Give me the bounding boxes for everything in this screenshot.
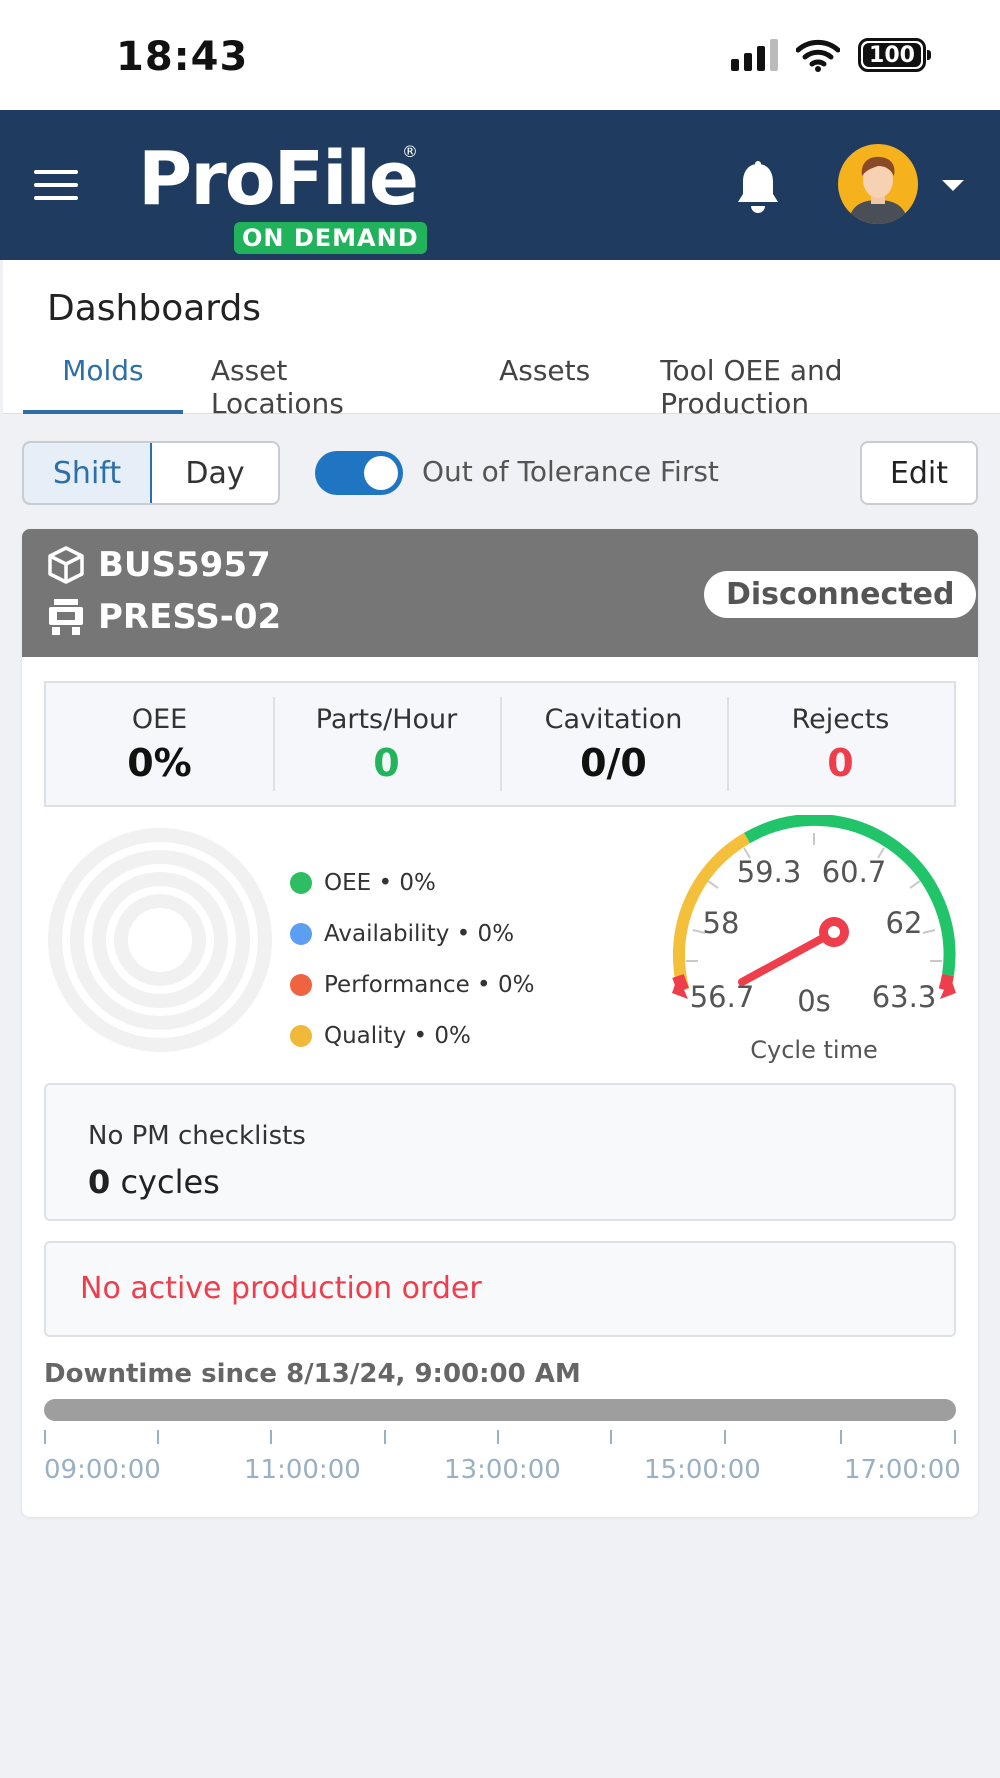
mold-card[interactable]: BUS5957 PRESS-02 Disconnected OEE 0% Par… xyxy=(22,529,978,1517)
notification-bell-icon[interactable] xyxy=(734,160,782,214)
gauge-title: Cycle time xyxy=(750,1036,877,1064)
legend-dot xyxy=(290,871,312,894)
press-machine-icon xyxy=(49,599,83,635)
legend-label: Performance • 0% xyxy=(324,971,535,998)
stat-parts-hour: Parts/Hour 0 xyxy=(273,683,500,805)
pm-cycles-value: 0 xyxy=(88,1163,111,1201)
timeline-labels: 09:00:00 11:00:00 13:00:00 15:00:00 17:0… xyxy=(44,1455,961,1489)
production-order-text: No active production order xyxy=(80,1271,482,1306)
status-icons: 100 xyxy=(731,38,931,72)
out-of-tolerance-label: Out of Tolerance First xyxy=(422,455,719,488)
gauge-value: 0s xyxy=(797,984,831,1018)
dashboards-header: Dashboards Molds Asset Locations Assets … xyxy=(3,260,1000,420)
menu-icon[interactable] xyxy=(34,170,78,200)
cellular-signal-icon xyxy=(731,39,778,71)
stat-value: 0% xyxy=(127,740,192,785)
stat-label: OEE xyxy=(131,703,188,735)
legend-dot xyxy=(290,922,312,945)
wifi-icon xyxy=(796,39,840,72)
legend-item-quality: Quality • 0% xyxy=(290,1010,534,1061)
tab-assets[interactable]: Assets xyxy=(499,354,591,387)
timeline-label: 17:00:00 xyxy=(844,1455,961,1485)
shift-segment[interactable]: Shift xyxy=(24,443,152,503)
legend-label: Quality • 0% xyxy=(324,1022,471,1049)
stat-value: 0/0 xyxy=(580,740,647,785)
mold-card-header: BUS5957 PRESS-02 Disconnected xyxy=(22,529,978,657)
legend-item-performance: Performance • 0% xyxy=(290,959,534,1010)
logo-badge: ON DEMAND xyxy=(234,222,427,254)
stat-label: Rejects xyxy=(791,703,890,735)
page-title: Dashboards xyxy=(47,288,262,329)
downtime-label: Downtime since 8/13/24, 9:00:00 AM xyxy=(44,1359,581,1389)
stat-rejects: Rejects 0 xyxy=(727,683,954,805)
legend-label: OEE • 0% xyxy=(324,869,436,896)
battery-level: 100 xyxy=(863,43,921,68)
day-segment[interactable]: Day xyxy=(185,455,245,491)
edit-button[interactable]: Edit xyxy=(860,441,978,505)
timeline-label: 15:00:00 xyxy=(644,1455,761,1485)
pm-checklists-title: No PM checklists xyxy=(88,1121,306,1151)
downtime-timeline-bar xyxy=(44,1399,956,1421)
app-header: ProFile ® ON DEMAND xyxy=(0,110,1000,260)
cube-icon xyxy=(48,546,84,584)
connection-status-badge: Disconnected xyxy=(704,571,977,618)
pm-cycles-unit: cycles xyxy=(120,1163,220,1201)
production-order-panel[interactable]: No active production order xyxy=(44,1241,956,1337)
pm-cycles: 0 cycles xyxy=(88,1163,220,1201)
out-of-tolerance-toggle[interactable] xyxy=(315,451,403,495)
legend-dot xyxy=(290,973,312,996)
gauge-needle xyxy=(738,928,838,986)
timeline-label: 09:00:00 xyxy=(44,1455,161,1485)
legend-label: Availability • 0% xyxy=(324,920,515,947)
timeline-label: 11:00:00 xyxy=(244,1455,361,1485)
mold-id: BUS5957 xyxy=(98,545,271,585)
oee-rings-chart xyxy=(48,828,272,1052)
mold-id-row: BUS5957 xyxy=(46,545,271,585)
logo-brand: ProFile xyxy=(138,136,419,222)
stat-label: Parts/Hour xyxy=(315,703,458,735)
timeline-ticks xyxy=(44,1430,956,1444)
logo-registered-mark: ® xyxy=(402,142,418,161)
tab-tool-oee-production[interactable]: Tool OEE and Production xyxy=(660,354,843,420)
status-bar: 18:43 100 xyxy=(0,0,1000,110)
tab-asset-locations[interactable]: Asset Locations xyxy=(210,354,344,420)
gauge-scale-label: 59.3 xyxy=(737,855,802,889)
stat-cavitation: Cavitation 0/0 xyxy=(500,683,727,805)
gauge-scale-label: 62 xyxy=(886,906,923,940)
shift-day-selector: Shift Day xyxy=(22,441,280,505)
stat-value: 0 xyxy=(373,740,400,785)
cycle-time-gauge: 56.7 58 59.3 60.7 62 63.3 0s Cycle time xyxy=(672,815,956,1064)
gauge-scale-label: 58 xyxy=(703,906,740,940)
dashboard-tabs: Molds Asset Locations Assets Tool OEE an… xyxy=(23,352,1000,420)
battery-icon: 100 xyxy=(858,38,931,72)
stat-value: 0 xyxy=(827,740,854,785)
legend-dot xyxy=(290,1024,312,1047)
account-menu-caret-icon[interactable] xyxy=(942,180,964,191)
press-id: PRESS-02 xyxy=(98,597,282,637)
avatar-illustration-icon xyxy=(848,156,908,224)
gauge-scale-label: 60.7 xyxy=(822,855,887,889)
oee-legend: OEE • 0% Availability • 0% Performance •… xyxy=(290,857,534,1061)
status-time: 18:43 xyxy=(116,34,249,80)
user-avatar[interactable] xyxy=(838,144,918,224)
gauge-scale-label: 63.3 xyxy=(872,980,937,1014)
timeline-label: 13:00:00 xyxy=(444,1455,561,1485)
profile-logo[interactable]: ProFile ® ON DEMAND xyxy=(138,136,427,254)
press-id-row: PRESS-02 xyxy=(46,597,281,637)
legend-item-availability: Availability • 0% xyxy=(290,908,534,959)
tab-molds[interactable]: Molds xyxy=(23,352,183,414)
stat-oee: OEE 0% xyxy=(46,683,273,805)
stat-label: Cavitation xyxy=(544,703,683,735)
mold-stats: OEE 0% Parts/Hour 0 Cavitation 0/0 Rejec… xyxy=(44,681,956,807)
pm-checklists-panel[interactable]: No PM checklists 0 cycles xyxy=(44,1083,956,1221)
legend-item-oee: OEE • 0% xyxy=(290,857,534,908)
